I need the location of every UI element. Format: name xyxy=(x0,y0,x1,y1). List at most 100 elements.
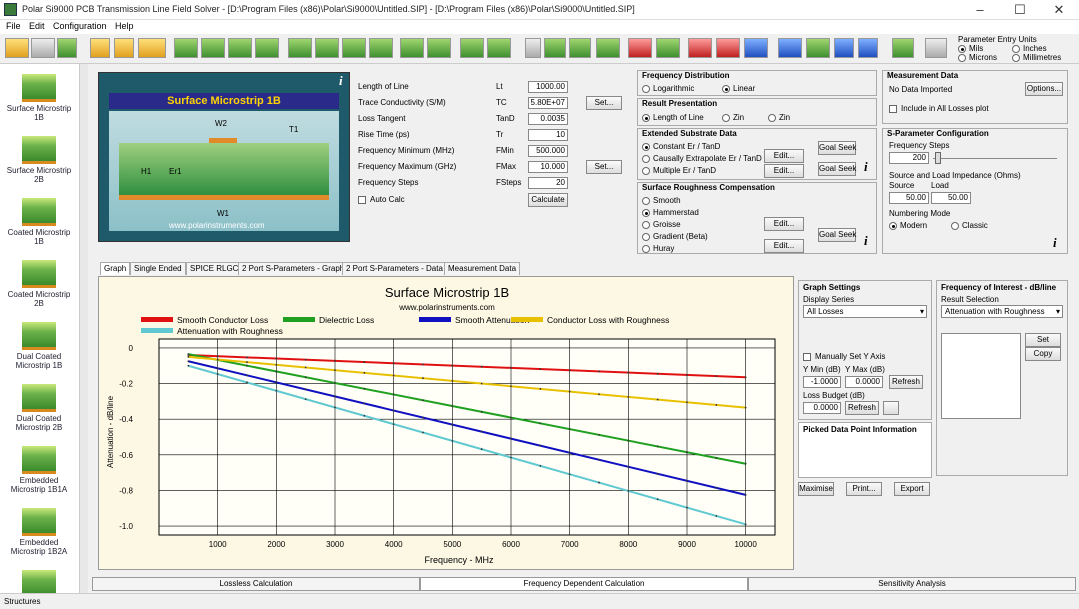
log-radio[interactable] xyxy=(642,85,650,93)
tab-graph[interactable]: Graph xyxy=(100,262,131,275)
tool-button-30[interactable] xyxy=(925,38,947,58)
tool-button-5[interactable] xyxy=(201,38,225,58)
tool-button-15[interactable] xyxy=(487,38,511,58)
minimize-button[interactable]: – xyxy=(976,2,984,17)
rough-smooth-radio[interactable] xyxy=(642,197,650,205)
tool-button-18[interactable] xyxy=(569,38,591,58)
tool-button-6[interactable] xyxy=(228,38,252,58)
zin-radio-2[interactable] xyxy=(768,114,776,122)
units-inches-radio[interactable] xyxy=(1012,45,1020,53)
calculate-button[interactable]: Calculate xyxy=(528,193,568,207)
tab-sparam-data[interactable]: 2 Port S-Parameters - Data xyxy=(342,262,447,275)
structure-surface-button[interactable] xyxy=(5,38,29,58)
menu-configuration[interactable]: Configuration xyxy=(53,21,107,31)
sidebar-item-surface-microstrip-1b[interactable]: Surface Microstrip 1B xyxy=(6,74,72,122)
tool-button-24[interactable] xyxy=(744,38,768,58)
budget-color-button[interactable] xyxy=(883,401,899,415)
info-icon[interactable]: i xyxy=(339,73,343,88)
close-button[interactable]: ✕ xyxy=(1053,2,1065,17)
auto-calc-checkbox[interactable] xyxy=(358,196,366,204)
load-impedance-input[interactable]: 50.00 xyxy=(931,192,971,204)
sidebar-item-dual-coated-1b[interactable]: Dual Coated Microstrip 1B xyxy=(6,322,72,370)
spar-info-icon[interactable]: i xyxy=(1053,235,1057,250)
conductivity-set-button[interactable]: Set... xyxy=(586,96,622,110)
foi-set-button[interactable]: Set xyxy=(1025,333,1061,347)
structure-embedded-button[interactable] xyxy=(31,38,55,58)
frequency-list[interactable] xyxy=(941,333,1021,419)
tool-button-10[interactable] xyxy=(342,38,366,58)
sidebar-item-more[interactable] xyxy=(6,570,72,593)
units-mils-radio[interactable] xyxy=(958,45,966,53)
tool-button-16[interactable] xyxy=(525,38,541,58)
loss-budget-input[interactable]: 0.0000 xyxy=(803,402,841,414)
loss-tangent-input[interactable]: 0.0035 xyxy=(528,113,568,125)
rough-edit-button-2[interactable]: Edit... xyxy=(764,239,804,253)
tool-button-1[interactable] xyxy=(90,38,110,58)
loss-chart[interactable]: Surface Microstrip 1B www.polarinstrumen… xyxy=(99,277,793,569)
tab-single-ended[interactable]: Single Ended xyxy=(130,262,186,275)
tool-button-3[interactable] xyxy=(138,38,166,58)
steps-slider-track[interactable] xyxy=(933,158,1057,159)
maximize-button[interactable]: ☐ xyxy=(1014,2,1026,17)
tab-sparam-graph[interactable]: 2 Port S-Parameters - Graph xyxy=(238,262,349,275)
multiple-er-radio[interactable] xyxy=(642,167,650,175)
export-button[interactable]: Export xyxy=(894,482,930,496)
length-of-line-radio[interactable] xyxy=(642,114,650,122)
maximise-button[interactable]: Maximise xyxy=(798,482,834,496)
meas-options-button[interactable]: Options... xyxy=(1025,82,1063,96)
rise-time-input[interactable]: 10 xyxy=(528,129,568,141)
tool-button-21[interactable] xyxy=(656,38,680,58)
include-all-losses-checkbox[interactable] xyxy=(889,105,897,113)
result-selection-select[interactable]: Attenuation with Roughness xyxy=(941,305,1063,318)
substrate-edit-button-2[interactable]: Edit... xyxy=(764,164,804,178)
numbering-modern-radio[interactable] xyxy=(889,222,897,230)
substrate-goal-seek-button-2[interactable]: Goal Seek xyxy=(818,162,856,176)
substrate-info-icon[interactable]: i xyxy=(864,159,868,174)
tab-sensitivity[interactable]: Sensitivity Analysis xyxy=(748,577,1076,591)
linear-radio[interactable] xyxy=(722,85,730,93)
tool-button-26[interactable] xyxy=(806,38,830,58)
steps-slider-thumb[interactable] xyxy=(935,152,941,164)
numbering-classic-radio[interactable] xyxy=(951,222,959,230)
tool-button-20[interactable] xyxy=(628,38,652,58)
tool-button-2[interactable] xyxy=(114,38,134,58)
frequency-steps-input[interactable]: 20 xyxy=(528,177,568,189)
menu-edit[interactable]: Edit xyxy=(29,21,45,31)
constant-er-radio[interactable] xyxy=(642,143,650,151)
tool-button-14[interactable] xyxy=(460,38,484,58)
sidebar-item-embedded-1b2a[interactable]: Embedded Microstrip 1B2A xyxy=(6,508,72,556)
tool-button-29[interactable] xyxy=(892,38,914,58)
sidebar-item-dual-coated-2b[interactable]: Dual Coated Microstrip 2B xyxy=(6,384,72,432)
sidebar-item-coated-microstrip-2b[interactable]: Coated Microstrip 2B xyxy=(6,260,72,308)
tool-button-4[interactable] xyxy=(174,38,198,58)
sidebar-scrollbar[interactable] xyxy=(79,64,88,593)
spar-steps-input[interactable]: 200 xyxy=(889,152,929,164)
tab-lossless[interactable]: Lossless Calculation xyxy=(92,577,420,591)
substrate-goal-seek-button[interactable]: Goal Seek xyxy=(818,141,856,155)
refresh-button[interactable]: Refresh xyxy=(889,375,923,389)
causal-er-radio[interactable] xyxy=(642,155,650,163)
rough-hammerstad-radio[interactable] xyxy=(642,209,650,217)
tool-button-22[interactable] xyxy=(688,38,712,58)
display-series-select[interactable]: All Losses xyxy=(803,305,927,318)
manual-y-axis-checkbox[interactable] xyxy=(803,353,811,361)
tool-button-8[interactable] xyxy=(288,38,312,58)
tool-button-11[interactable] xyxy=(369,38,393,58)
units-microns-radio[interactable] xyxy=(958,54,966,62)
tool-button-17[interactable] xyxy=(544,38,566,58)
tool-button-25[interactable] xyxy=(778,38,802,58)
tool-button-27[interactable] xyxy=(834,38,854,58)
tool-button-28[interactable] xyxy=(858,38,878,58)
rough-edit-button[interactable]: Edit... xyxy=(764,217,804,231)
rough-info-icon[interactable]: i xyxy=(864,233,868,248)
zin-radio-1[interactable] xyxy=(722,114,730,122)
tool-button-7[interactable] xyxy=(255,38,279,58)
rough-groisse-radio[interactable] xyxy=(642,221,650,229)
sidebar-item-coated-microstrip-1b[interactable]: Coated Microstrip 1B xyxy=(6,198,72,246)
tab-frequency-dependent[interactable]: Frequency Dependent Calculation xyxy=(420,577,748,591)
budget-refresh-button[interactable]: Refresh xyxy=(845,401,879,415)
print-button[interactable]: Print... xyxy=(846,482,882,496)
ymax-input[interactable]: 0.0000 xyxy=(845,376,883,388)
tool-button-19[interactable] xyxy=(596,38,620,58)
tab-measurement-data[interactable]: Measurement Data xyxy=(444,262,521,275)
